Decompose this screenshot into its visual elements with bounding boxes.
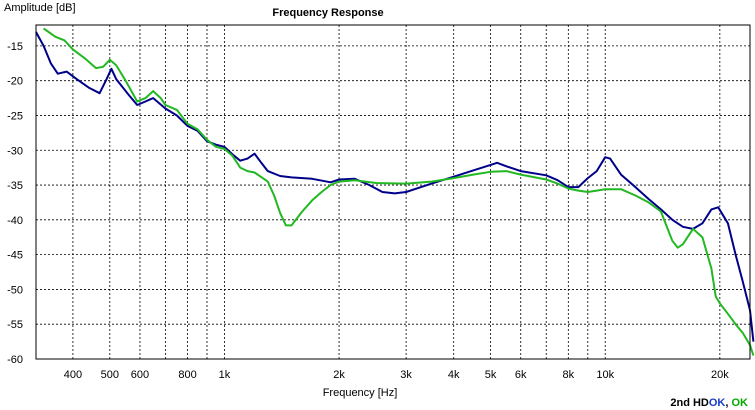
y-tick-label: -20 (7, 76, 23, 88)
status-prefix: 2nd HD (670, 397, 709, 409)
status-text: 2nd HDOK, OK (670, 397, 748, 409)
y-tick-label: -30 (7, 145, 23, 157)
x-tick-label: 800 (178, 369, 196, 381)
y-tick-labels: -15 -20 -25 -30 -35 -40 -45 -50 -55 -60 (7, 41, 23, 366)
plot-frame (35, 24, 751, 360)
x-tick-label: 500 (101, 369, 119, 381)
x-tick-label: 3k (400, 369, 412, 381)
x-tick-label: 600 (131, 369, 149, 381)
x-tick-label: 400 (64, 369, 82, 381)
chart-title: Frequency Response (272, 7, 383, 19)
x-tick-label: 10k (596, 369, 614, 381)
y-tick-label: -45 (7, 250, 23, 262)
x-tick-label: 8k (563, 369, 575, 381)
x-tick-label: 20k (711, 369, 729, 381)
x-tick-label: 2k (333, 369, 345, 381)
x-tick-label: 4k (448, 369, 460, 381)
x-axis-label: Frequency [Hz] (323, 387, 398, 399)
x-tick-label: 6k (515, 369, 527, 381)
status-separator: , (725, 397, 731, 409)
x-tick-label: 5k (485, 369, 497, 381)
y-tick-label: -60 (7, 354, 23, 366)
y-tick-label: -50 (7, 284, 23, 296)
series-lines (35, 27, 755, 356)
status-ok-2: OK (732, 397, 749, 409)
y-axis-label: Amplitude [dB] (4, 2, 76, 14)
y-tick-label: -35 (7, 180, 23, 192)
y-tick-label: -25 (7, 110, 23, 122)
y-tick-label: -55 (7, 319, 23, 331)
y-tick-label: -15 (7, 41, 23, 53)
x-tick-label: 1k (219, 369, 231, 381)
series-line-2 (43, 27, 755, 356)
y-tick-label: -40 (7, 215, 23, 227)
x-tick-labels: 400 500 600 800 1k 2k 3k 4k 5k 6k 8k 10k 20k (64, 369, 729, 381)
status-ok-1: OK (709, 397, 726, 409)
